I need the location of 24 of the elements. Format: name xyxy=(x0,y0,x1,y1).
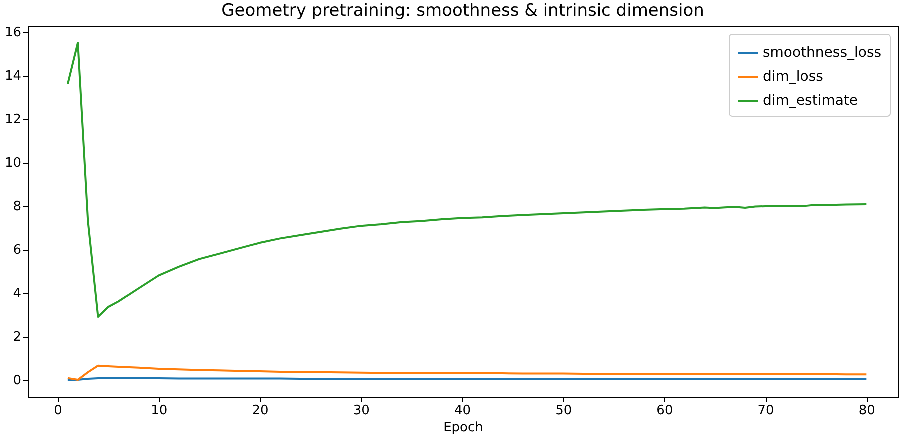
x-axis-title: Epoch xyxy=(444,420,484,436)
x-tick-label: 80 xyxy=(858,404,876,418)
legend-label: dim_loss xyxy=(763,69,824,85)
x-tick-label: 60 xyxy=(656,404,674,418)
x-tick-label: 20 xyxy=(252,404,269,418)
y-tick-label: 0 xyxy=(13,374,22,389)
x-tick-label: 40 xyxy=(454,404,472,418)
y-tick-label: 8 xyxy=(13,200,22,215)
y-tick-label: 6 xyxy=(13,243,22,258)
legend-label: dim_estimate xyxy=(763,93,858,109)
y-tick-label: 4 xyxy=(13,286,22,302)
y-tick-label: 16 xyxy=(4,26,22,41)
x-tick-label: 10 xyxy=(151,404,168,418)
chart-title: Geometry pretraining: smoothness & intrinsic dimension xyxy=(222,1,704,21)
line-series xyxy=(66,364,868,382)
x-tick-label: 30 xyxy=(353,404,370,418)
y-tick-label: 2 xyxy=(13,330,22,346)
legend-label: smoothness_loss xyxy=(763,45,882,61)
x-tick-label: 0 xyxy=(54,404,62,418)
x-tick-label: 70 xyxy=(758,404,774,418)
y-tick-label: 12 xyxy=(4,112,22,128)
y-tick-label: 14 xyxy=(4,69,22,84)
y-tick-label: 10 xyxy=(4,156,22,172)
x-tick-label: 50 xyxy=(556,404,572,418)
